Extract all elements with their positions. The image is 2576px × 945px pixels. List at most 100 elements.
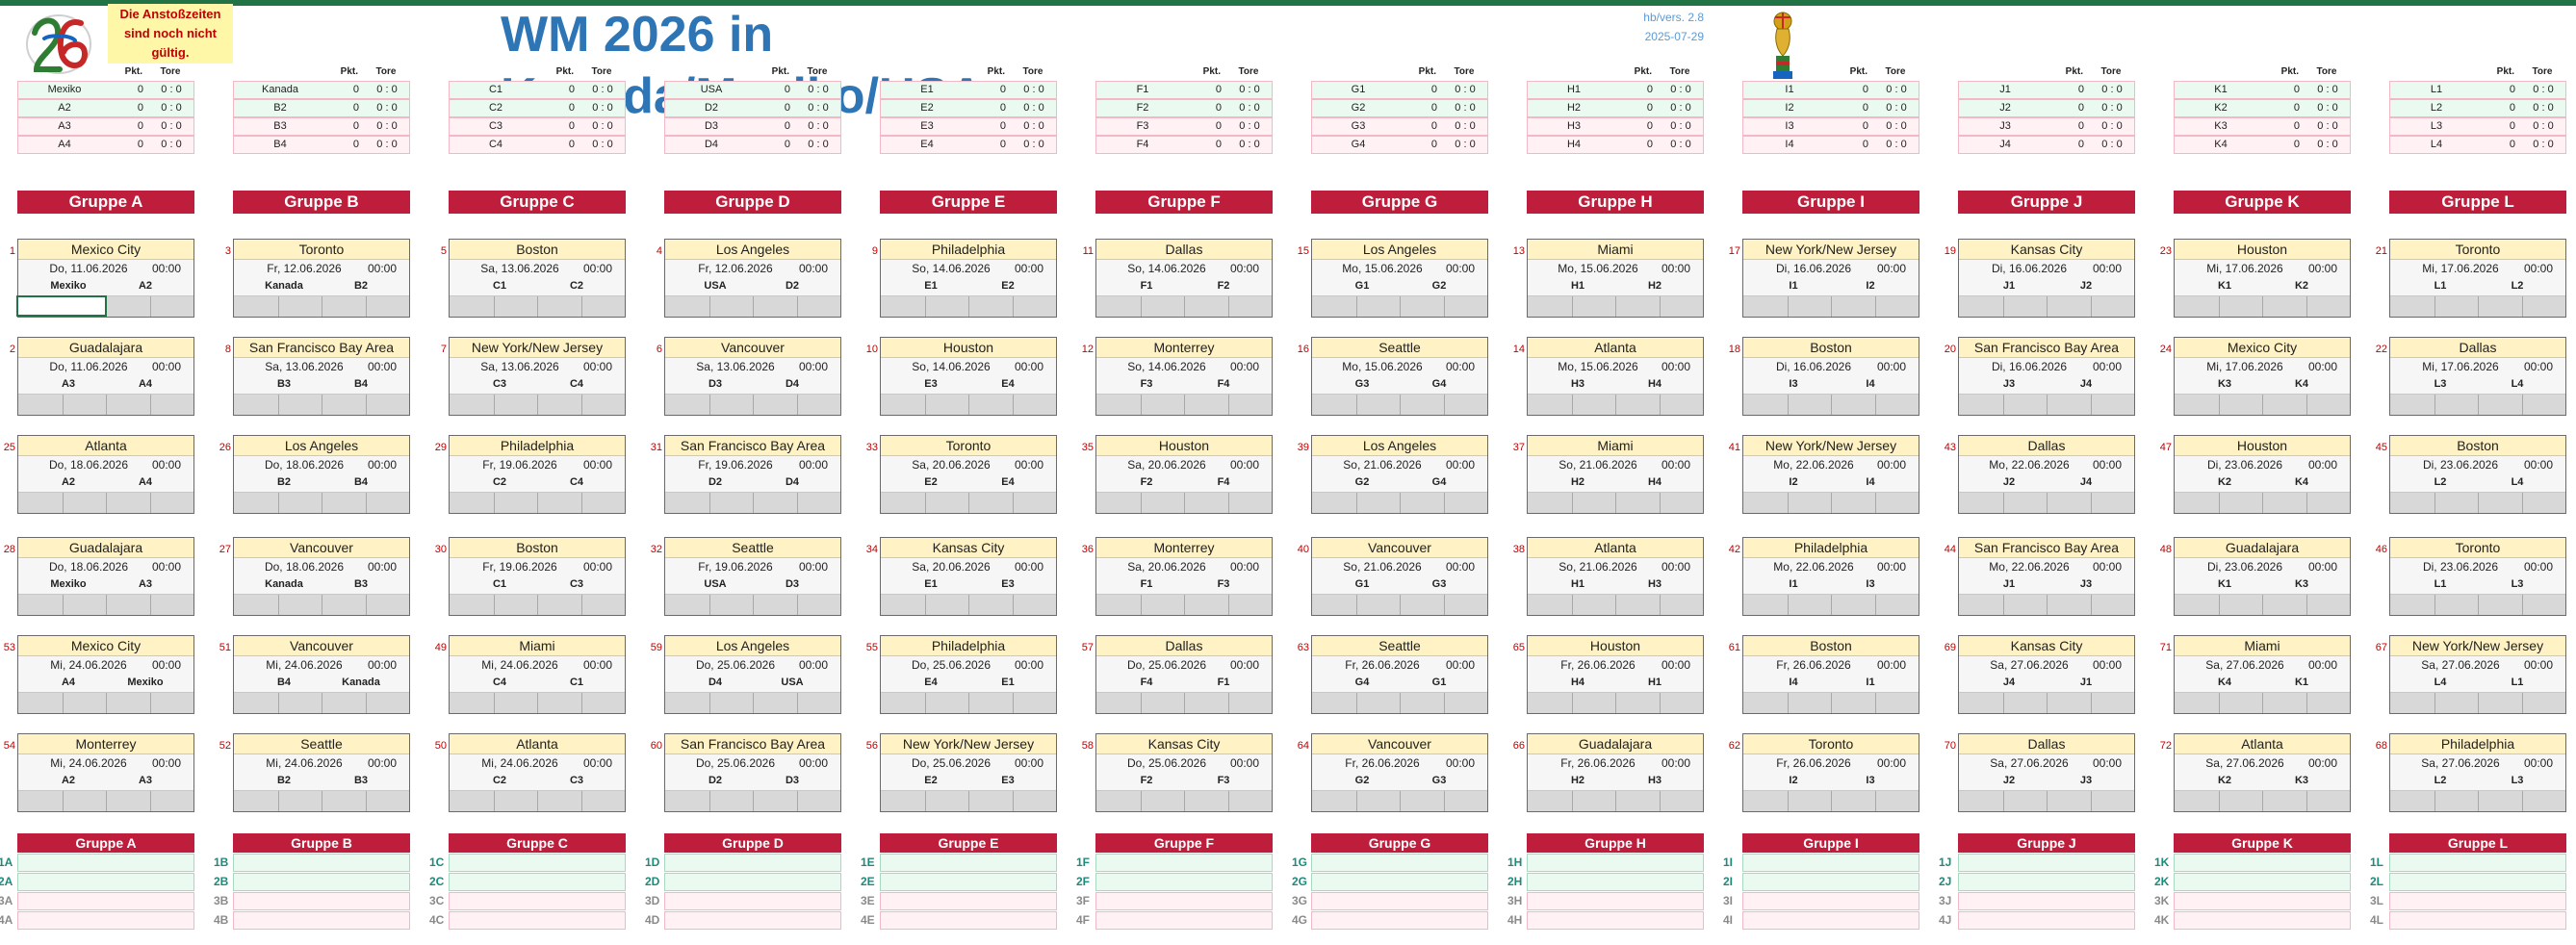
score-input-row[interactable] (2390, 791, 2565, 811)
score-input-row[interactable] (1743, 296, 1919, 317)
score-input-row[interactable] (1528, 693, 1703, 713)
standings-row[interactable]: A2 0 0 : 0 (17, 99, 194, 117)
score-input-row[interactable] (881, 693, 1056, 713)
score-input-row[interactable] (1743, 693, 1919, 713)
final-rank-cell[interactable] (664, 892, 841, 910)
score-input-row[interactable] (1096, 791, 1272, 811)
standings-row[interactable]: I1 0 0 : 0 (1742, 81, 1919, 99)
standings-row[interactable]: C3 0 0 : 0 (449, 117, 626, 136)
standings-row[interactable]: J1 0 0 : 0 (1958, 81, 2135, 99)
final-rank-cell[interactable] (233, 854, 410, 872)
score-input-row[interactable] (2175, 296, 2350, 317)
score-input-row[interactable] (1743, 493, 1919, 513)
score-input-row[interactable] (2175, 395, 2350, 415)
final-rank-cell[interactable] (1742, 911, 1919, 930)
standings-row[interactable]: K1 0 0 : 0 (2174, 81, 2351, 99)
standings-row[interactable]: L4 0 0 : 0 (2389, 136, 2566, 154)
final-rank-cell[interactable] (233, 911, 410, 930)
score-input-row[interactable] (2390, 395, 2565, 415)
score-input-row[interactable] (1528, 791, 1703, 811)
standings-row[interactable]: K2 0 0 : 0 (2174, 99, 2351, 117)
final-rank-cell[interactable] (880, 911, 1057, 930)
score-input-row[interactable] (1528, 296, 1703, 317)
score-input-row[interactable] (1096, 296, 1272, 317)
standings-row[interactable]: E4 0 0 : 0 (880, 136, 1057, 154)
score-input-row[interactable] (234, 791, 409, 811)
final-rank-cell[interactable] (449, 892, 626, 910)
score-input-row[interactable] (450, 595, 625, 615)
score-input-row[interactable] (1959, 595, 2134, 615)
score-input-row[interactable] (450, 493, 625, 513)
score-input-row[interactable] (18, 493, 193, 513)
score-input-row[interactable] (665, 395, 840, 415)
score-input-row[interactable] (2175, 595, 2350, 615)
score-input-row[interactable] (234, 595, 409, 615)
final-rank-cell[interactable] (1742, 892, 1919, 910)
final-rank-cell[interactable] (1311, 854, 1488, 872)
selected-score-cell[interactable] (16, 295, 107, 317)
final-rank-cell[interactable] (2174, 892, 2351, 910)
standings-row[interactable]: H1 0 0 : 0 (1527, 81, 1704, 99)
final-rank-cell[interactable] (449, 854, 626, 872)
score-input-row[interactable] (18, 395, 193, 415)
standings-row[interactable]: I4 0 0 : 0 (1742, 136, 1919, 154)
score-input-row[interactable] (1096, 493, 1272, 513)
standings-row[interactable]: L1 0 0 : 0 (2389, 81, 2566, 99)
standings-row[interactable]: C1 0 0 : 0 (449, 81, 626, 99)
final-rank-cell[interactable] (664, 873, 841, 891)
final-rank-cell[interactable] (17, 854, 194, 872)
final-rank-cell[interactable] (1742, 873, 1919, 891)
final-rank-cell[interactable] (2174, 911, 2351, 930)
score-input-row[interactable] (2390, 493, 2565, 513)
final-rank-cell[interactable] (2174, 854, 2351, 872)
standings-row[interactable]: E3 0 0 : 0 (880, 117, 1057, 136)
standings-row[interactable]: H2 0 0 : 0 (1527, 99, 1704, 117)
final-rank-cell[interactable] (233, 892, 410, 910)
score-input-row[interactable] (665, 791, 840, 811)
final-rank-cell[interactable] (1095, 911, 1273, 930)
standings-row[interactable]: F3 0 0 : 0 (1095, 117, 1273, 136)
score-input-row[interactable] (450, 693, 625, 713)
score-input-row[interactable] (2390, 296, 2565, 317)
standings-row[interactable]: USA 0 0 : 0 (664, 81, 841, 99)
final-rank-cell[interactable] (2174, 873, 2351, 891)
standings-row[interactable]: D4 0 0 : 0 (664, 136, 841, 154)
final-rank-cell[interactable] (1958, 873, 2135, 891)
final-rank-cell[interactable] (1311, 873, 1488, 891)
score-input-row[interactable] (1528, 595, 1703, 615)
score-input-row[interactable] (1959, 296, 2134, 317)
standings-row[interactable]: H3 0 0 : 0 (1527, 117, 1704, 136)
standings-row[interactable]: F4 0 0 : 0 (1095, 136, 1273, 154)
final-rank-cell[interactable] (449, 873, 626, 891)
score-input-row[interactable] (1312, 595, 1487, 615)
final-rank-cell[interactable] (2389, 873, 2566, 891)
score-input-row[interactable] (1528, 395, 1703, 415)
score-input-row[interactable] (1312, 693, 1487, 713)
score-input-row[interactable] (881, 493, 1056, 513)
standings-row[interactable]: H4 0 0 : 0 (1527, 136, 1704, 154)
final-rank-cell[interactable] (1527, 892, 1704, 910)
score-input-row[interactable] (450, 395, 625, 415)
score-input-row[interactable] (1096, 595, 1272, 615)
score-input-row[interactable] (2175, 693, 2350, 713)
score-input-row[interactable] (1312, 791, 1487, 811)
standings-row[interactable]: F1 0 0 : 0 (1095, 81, 1273, 99)
final-rank-cell[interactable] (664, 854, 841, 872)
standings-row[interactable]: J4 0 0 : 0 (1958, 136, 2135, 154)
standings-row[interactable]: C2 0 0 : 0 (449, 99, 626, 117)
final-rank-cell[interactable] (449, 911, 626, 930)
score-input-row[interactable] (1312, 493, 1487, 513)
final-rank-cell[interactable] (17, 911, 194, 930)
standings-row[interactable]: K3 0 0 : 0 (2174, 117, 2351, 136)
final-rank-cell[interactable] (1527, 854, 1704, 872)
final-rank-cell[interactable] (880, 854, 1057, 872)
score-input-row[interactable] (18, 791, 193, 811)
score-input-row[interactable] (1743, 791, 1919, 811)
score-input-row[interactable] (665, 595, 840, 615)
standings-row[interactable]: Kanada 0 0 : 0 (233, 81, 410, 99)
final-rank-cell[interactable] (880, 892, 1057, 910)
final-rank-cell[interactable] (1311, 892, 1488, 910)
score-input-row[interactable] (881, 395, 1056, 415)
standings-row[interactable]: G4 0 0 : 0 (1311, 136, 1488, 154)
final-rank-cell[interactable] (1095, 892, 1273, 910)
